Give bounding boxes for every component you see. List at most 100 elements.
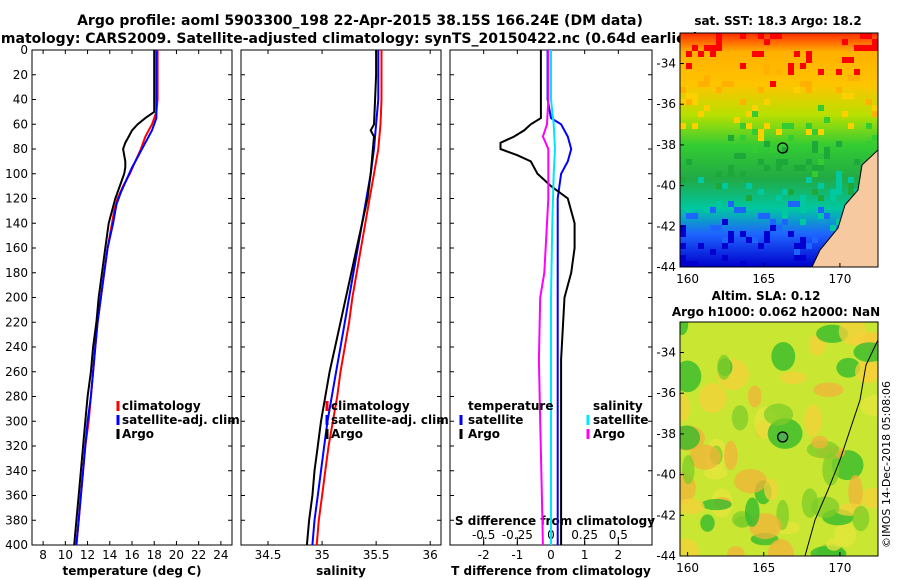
map-x-label: 165 [752, 272, 775, 286]
x-tick-label: 0 [547, 548, 555, 562]
x-tick-label: 20 [169, 548, 184, 562]
sst-pixel [812, 171, 818, 177]
sst-pixel [770, 33, 776, 39]
map-y-label: -44 [656, 549, 676, 563]
sst-pixel [848, 75, 854, 81]
sst-pixel [686, 207, 692, 213]
sst-pixel [716, 201, 722, 207]
sst-pixel [794, 87, 800, 93]
y-tick-label: 100 [5, 167, 28, 181]
sst-pixel [794, 51, 800, 57]
sst-pixel [782, 147, 788, 153]
sst-pixel [836, 69, 842, 75]
sst-pixel [848, 177, 854, 183]
sst-pixel [818, 213, 824, 219]
sst-pixel [782, 213, 788, 219]
sst-pixel [686, 99, 692, 105]
sst-pixel [806, 177, 812, 183]
sst-pixel [794, 165, 800, 171]
s-difference-label: S difference from climatology [455, 514, 655, 528]
x-tick-label: 36 [423, 548, 438, 562]
sst-pixel [836, 189, 842, 195]
sst-pixel [734, 153, 740, 159]
sst-pixel [800, 219, 806, 225]
sst-pixel [740, 63, 746, 69]
y-tick-label: 340 [5, 464, 28, 478]
sst-pixel [806, 51, 812, 57]
x-tick-label: 22 [191, 548, 206, 562]
sst-pixel [800, 195, 806, 201]
temperature-series-argo [73, 50, 156, 546]
sst-pixel [740, 153, 746, 159]
y-tick-label: 360 [5, 489, 28, 503]
watermark: ©IMOS 14-Dec-2018 05:08:06 [880, 381, 893, 548]
map-y-label: -40 [656, 468, 676, 482]
sst-pixel [824, 153, 830, 159]
sst-pixel [818, 165, 824, 171]
x-tick-label: 16 [124, 548, 139, 562]
y-tick-label: 400 [5, 538, 28, 552]
sst-pixel [836, 87, 842, 93]
sst-pixel [686, 261, 692, 267]
sst-pixel [728, 231, 734, 237]
sst-pixel [800, 207, 806, 213]
sst-pixel [764, 237, 770, 243]
legend-title-salinity: salinity [593, 399, 643, 413]
legend-label: satellite [593, 413, 648, 427]
sst-pixel [722, 183, 728, 189]
sst-pixel [818, 207, 824, 213]
sst-pixel [722, 237, 728, 243]
sst-pixel [716, 171, 722, 177]
sst-pixel [866, 45, 872, 51]
sst-pixel [812, 189, 818, 195]
legend-label: climatology [331, 399, 410, 413]
sst-pixel [788, 123, 794, 129]
sst-pixel [830, 189, 836, 195]
sst-pixel [758, 189, 764, 195]
sst-pixel [716, 33, 722, 39]
sst-pixel [842, 111, 848, 117]
legend-label: Argo [468, 427, 500, 441]
x-tick-label: 1 [581, 548, 589, 562]
sst-pixel [818, 147, 824, 153]
sst-pixel [854, 75, 860, 81]
s-tick-label: -0.5 [472, 528, 495, 542]
sst-pixel [824, 213, 830, 219]
sla-patch [811, 435, 829, 449]
sst-pixel [680, 261, 686, 267]
sst-pixel [758, 33, 764, 39]
sla-map: Altim. SLA: 0.12 Argo h1000: 0.062 h2000… [656, 289, 880, 575]
x-tick-label: 10 [58, 548, 73, 562]
sla-patch [704, 467, 728, 480]
sst-pixel [866, 99, 872, 105]
sst-pixel [710, 51, 716, 57]
argo-position-marker [777, 142, 789, 154]
sst-land [811, 149, 878, 267]
x-tick-label: -2 [478, 548, 490, 562]
sla-patch [680, 394, 691, 422]
sla-patch [853, 342, 878, 362]
temperature-x-label: temperature (deg C) [63, 564, 202, 578]
sst-pixel [722, 255, 728, 261]
sst-pixel [734, 207, 740, 213]
sla-patch [731, 405, 749, 431]
s-tick-label: -0.25 [502, 528, 533, 542]
sla-patch [852, 505, 870, 532]
sst-pixel [764, 39, 770, 45]
y-tick-label: 120 [5, 192, 28, 206]
sst-pixel [788, 189, 794, 195]
sst-pixel [740, 207, 746, 213]
map-x-label: 170 [828, 272, 851, 286]
sst-pixel [758, 135, 764, 141]
salinity-x-label: salinity [316, 564, 366, 578]
difference-series-salinity-argo [537, 50, 550, 546]
sst-pixel [824, 117, 830, 123]
sst-pixel [680, 255, 686, 261]
y-tick-label: 240 [5, 340, 28, 354]
x-tick-label: 34.5 [255, 548, 282, 562]
sst-pixel [782, 123, 788, 129]
sla-patch [727, 546, 745, 556]
x-tick-label: 18 [147, 548, 162, 562]
sst-pixel [704, 105, 710, 111]
